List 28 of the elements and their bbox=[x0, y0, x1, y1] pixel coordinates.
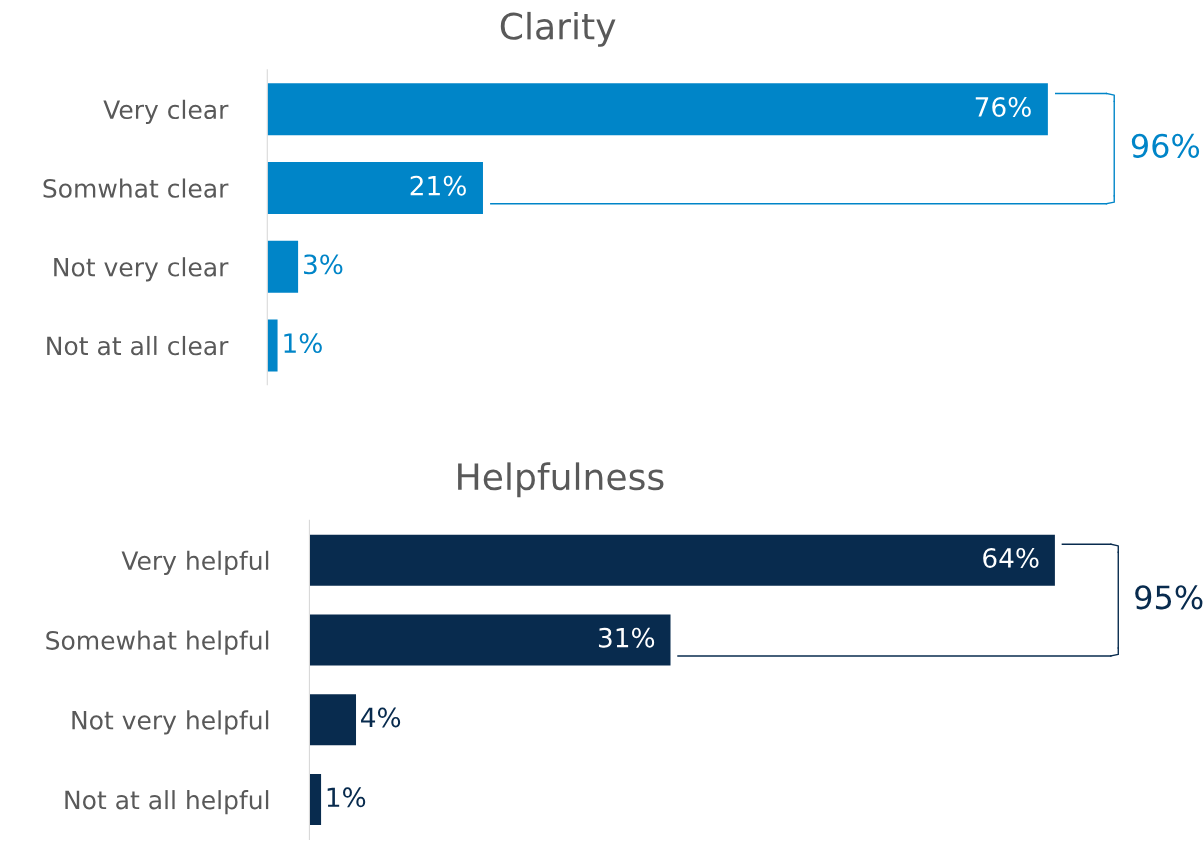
bar bbox=[309, 774, 322, 826]
bar bbox=[267, 240, 299, 293]
text: 96% bbox=[1131, 133, 1200, 158]
data-label: 31% bbox=[598, 627, 655, 648]
chart-title: Helpfulness bbox=[458, 462, 664, 498]
bar bbox=[267, 162, 483, 214]
data-label: 21% bbox=[410, 175, 466, 196]
data-label: 1% bbox=[284, 333, 322, 354]
y-tick-label: Somewhat helpful bbox=[46, 630, 269, 655]
bar bbox=[267, 83, 1048, 136]
text: 95% bbox=[1135, 585, 1203, 610]
data-label: 76% bbox=[975, 96, 1031, 117]
data-label: 64% bbox=[983, 547, 1039, 568]
bar bbox=[309, 534, 1055, 586]
bar bbox=[267, 319, 278, 372]
data-label: 3% bbox=[304, 254, 343, 275]
data-label: 1% bbox=[327, 787, 366, 808]
y-tick-label: Not at all clear bbox=[47, 335, 229, 356]
y-tick-label: Not very clear bbox=[54, 257, 229, 282]
y-tick-label: Somwhat clear bbox=[43, 178, 229, 198]
data-label: 4% bbox=[361, 707, 401, 728]
y-tick-label: Very helpful bbox=[121, 550, 269, 575]
y-tick-label: Not at all helpful bbox=[65, 790, 269, 815]
bar bbox=[309, 614, 671, 666]
bar bbox=[309, 694, 357, 746]
y-tick-label: Not very helpful bbox=[72, 710, 269, 735]
y-tick-label: Very clear bbox=[103, 99, 229, 124]
chart-title: Clarity bbox=[500, 11, 616, 47]
